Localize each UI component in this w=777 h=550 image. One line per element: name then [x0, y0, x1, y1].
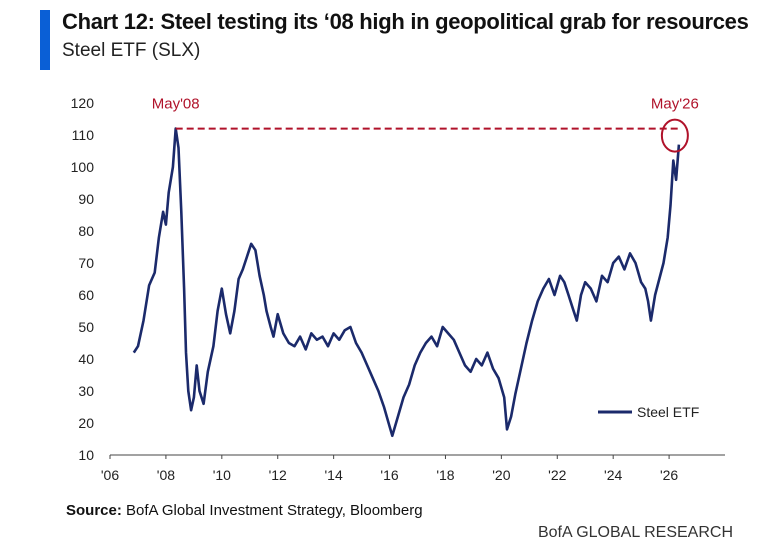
highlight-circle	[660, 118, 689, 153]
y-tick-label: 40	[78, 351, 94, 367]
y-tick-label: 120	[71, 95, 95, 111]
x-tick-label: '16	[380, 467, 398, 483]
y-tick-label: 80	[78, 223, 94, 239]
title-accent-bar	[40, 10, 50, 70]
chart-legend: Steel ETF	[598, 404, 699, 420]
x-tick-label: '18	[436, 467, 454, 483]
x-tick-label: '10	[213, 467, 231, 483]
y-tick-label: 20	[78, 415, 94, 431]
chart-title: Chart 12: Steel testing its ‘08 high in …	[62, 9, 749, 34]
x-tick-label: '14	[325, 467, 343, 483]
chart-axes: 10 20 30 40 50 60 70 80 90 100 110 120 '06 '08 '10 '12 '…	[71, 95, 725, 483]
y-tick-label: 110	[72, 127, 95, 143]
annotation-may08: May'08	[152, 96, 200, 113]
x-tick-label: '06	[101, 467, 119, 483]
x-tick-label: '20	[492, 467, 510, 483]
y-tick-label: 50	[78, 319, 94, 335]
plot-area: May'08 May'26	[132, 96, 699, 438]
x-tick-label: '12	[269, 467, 287, 483]
legend-label: Steel ETF	[637, 404, 699, 420]
y-tick-label: 70	[78, 255, 94, 271]
y-tick-label: 60	[78, 287, 94, 303]
source-note: Source: BofA Global Investment Strategy,…	[66, 502, 423, 519]
x-tick-label: '08	[157, 467, 175, 483]
x-tick-label: '22	[548, 467, 566, 483]
chart-subtitle: Steel ETF (SLX)	[62, 40, 201, 61]
steel-etf-series-line	[132, 127, 681, 438]
x-tick-label: '26	[660, 467, 678, 483]
y-tick-label: 100	[71, 159, 95, 175]
annotation-may26: May'26	[651, 96, 699, 113]
chart-canvas: 10 20 30 40 50 60 70 80 90 100 110 120 '06 '08 '10 '12 '…	[71, 95, 725, 483]
brand-label: BofA GLOBAL RESEARCH	[537, 524, 733, 541]
y-tick-label: 90	[78, 191, 94, 207]
source-label: Source:	[66, 502, 122, 519]
x-tick-label: '24	[604, 467, 622, 483]
y-tick-label: 10	[78, 447, 94, 463]
source-text: BofA Global Investment Strategy, Bloombe…	[126, 502, 423, 519]
y-tick-label: 30	[78, 383, 94, 399]
